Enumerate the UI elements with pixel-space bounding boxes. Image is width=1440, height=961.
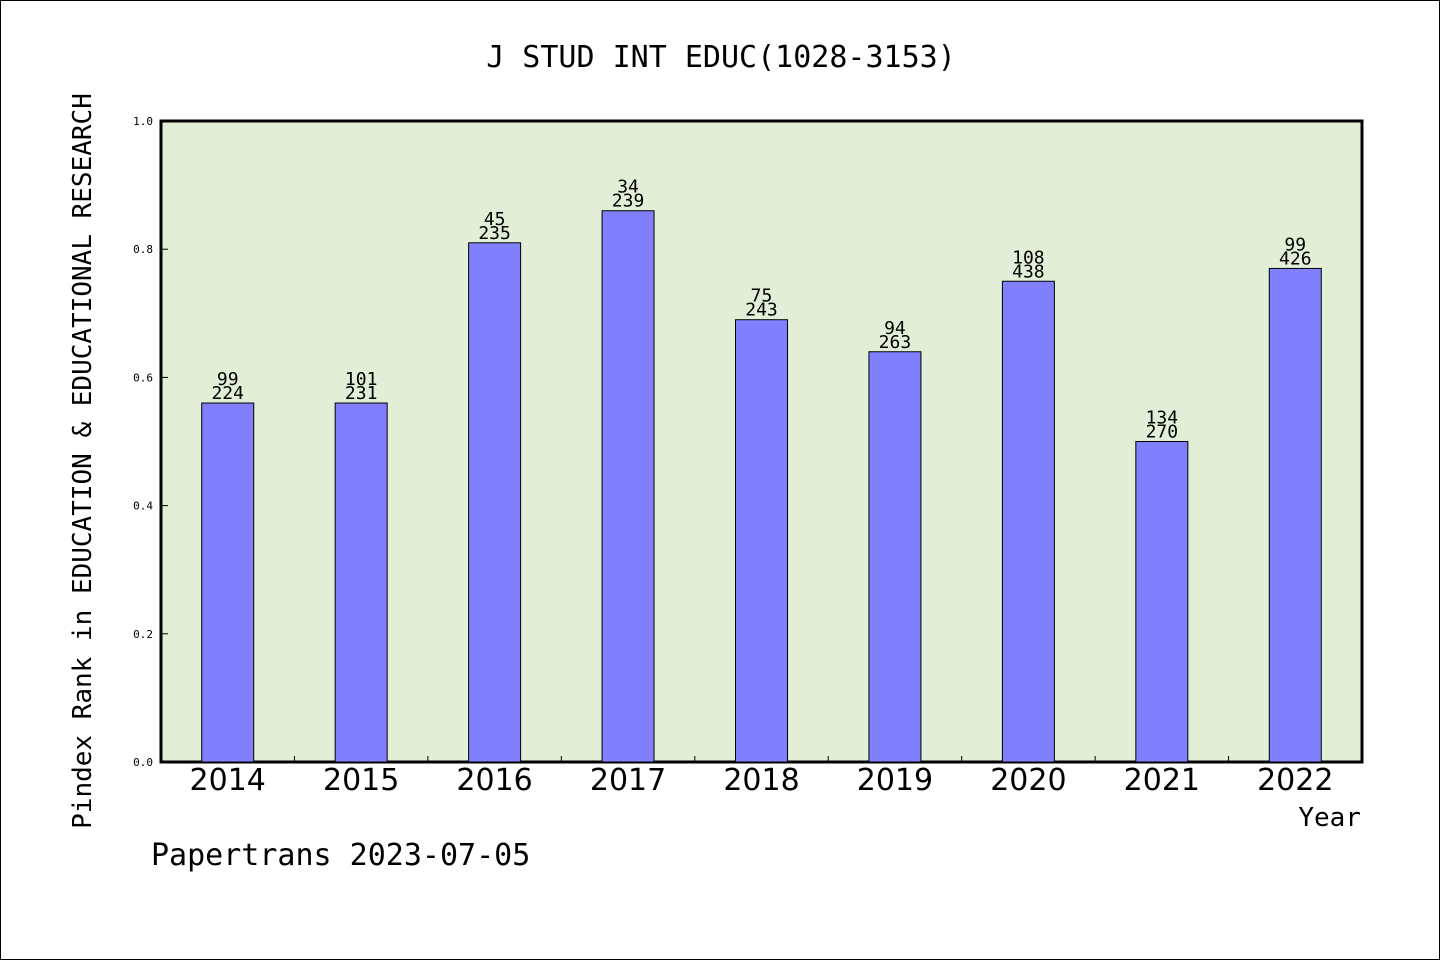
bar-total-label: 231 [345, 383, 378, 404]
bar [1001, 280, 1055, 763]
bar-rank-label: 94 [884, 318, 906, 339]
x-tick-label: 2014 [190, 763, 266, 798]
x-axis-label: Year [1298, 803, 1361, 833]
x-tick-label: 2016 [456, 763, 532, 798]
y-tick-label: 0.8 [133, 243, 153, 256]
y-tick-label: 1.0 [133, 115, 153, 128]
bar [1135, 441, 1189, 763]
bar-rank-label: 134 [1146, 408, 1179, 429]
bar-rank-label: 99 [217, 369, 239, 390]
bar-total-label: 438 [1012, 261, 1045, 282]
x-tick-label: 2022 [1257, 763, 1333, 798]
y-tick-label: 0.0 [133, 756, 153, 769]
x-tick-label: 2015 [323, 763, 399, 798]
chart-title: J STUD INT EDUC(1028-3153) [486, 40, 956, 75]
footer-credit: Papertrans 2023-07-05 [151, 838, 530, 873]
bar-total-label: 224 [211, 383, 244, 404]
y-axis-label: Pindex Rank in EDUCATION & EDUCATIONAL R… [68, 93, 98, 829]
bar-total-label: 426 [1279, 248, 1312, 269]
bar-total-label: 243 [745, 300, 778, 321]
bar-total-label: 239 [612, 191, 645, 212]
y-tick-label: 0.4 [133, 500, 153, 513]
bar [468, 242, 522, 763]
bar [201, 402, 255, 763]
bar [601, 210, 655, 763]
bar-rank-label: 101 [345, 369, 378, 390]
y-tick-label: 0.2 [133, 628, 153, 641]
x-tick-label: 2018 [723, 763, 799, 798]
bar-rank-label: 99 [1284, 234, 1306, 255]
bar [735, 319, 788, 763]
x-axis: 2014 2015 2016 2017 2018 2019 2020 2021 2022 [190, 756, 1333, 798]
x-tick-label: 2021 [1124, 763, 1200, 798]
x-tick-label: 2019 [857, 763, 933, 798]
bar-rank-label: 34 [617, 177, 639, 198]
bar-series: 9922410123145235342397524394263108438134… [201, 177, 1322, 763]
bar [1268, 267, 1322, 763]
bar-rank-label: 75 [751, 286, 773, 307]
bar-total-label: 270 [1146, 422, 1179, 443]
bar-total-label: 263 [879, 332, 912, 353]
bar [868, 351, 922, 763]
bar [334, 402, 388, 763]
x-tick-label: 2020 [990, 763, 1066, 798]
y-axis: 0.0 0.2 0.4 0.6 0.8 1.0 [133, 115, 168, 769]
bar-total-label: 235 [478, 223, 511, 244]
y-tick-label: 0.6 [133, 371, 153, 384]
bar-rank-label: 45 [484, 209, 506, 230]
x-tick-label: 2017 [590, 763, 666, 798]
bar-rank-label: 108 [1012, 247, 1045, 268]
